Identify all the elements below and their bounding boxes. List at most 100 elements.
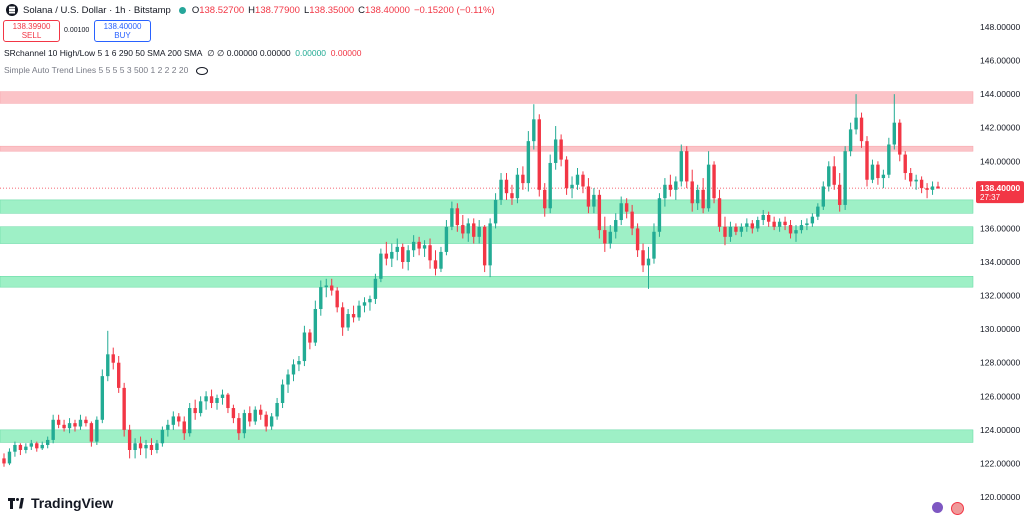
candle-body <box>488 223 492 266</box>
candle-body <box>259 409 263 415</box>
candle-body <box>543 189 547 209</box>
candle-body <box>466 223 470 234</box>
candle-body <box>581 174 585 187</box>
y-tick-label: 130.00000 <box>980 324 1020 334</box>
candle <box>264 411 268 432</box>
candle <box>384 241 389 266</box>
candle <box>138 436 143 456</box>
y-tick-label: 128.00000 <box>980 358 1020 368</box>
candle-body <box>149 444 154 450</box>
candle-body <box>668 184 673 190</box>
candle-body <box>264 414 268 427</box>
candle-body <box>674 181 678 190</box>
market-open-dot-icon <box>178 6 186 14</box>
candle-body <box>761 215 765 221</box>
candle <box>182 416 186 440</box>
candle-body <box>357 305 361 318</box>
candle-body <box>78 419 83 427</box>
candle <box>111 347 115 370</box>
candle <box>674 176 678 200</box>
candle <box>51 414 55 444</box>
price-axis-background <box>975 0 1024 512</box>
candle-body <box>887 144 891 175</box>
candle-body <box>13 444 17 452</box>
buy-label: BUY <box>114 31 131 40</box>
y-tick-label: 124.00000 <box>980 425 1020 435</box>
candle <box>368 295 372 311</box>
eye-hidden-icon[interactable] <box>195 66 208 75</box>
flag-circle-icon[interactable] <box>951 502 964 515</box>
candle <box>876 161 880 185</box>
candle-body <box>313 309 318 343</box>
spread-value: 0.00100 <box>64 27 90 34</box>
candle <box>930 181 935 195</box>
sell-button[interactable]: 138.39900 SELL <box>3 20 60 42</box>
candle-body <box>455 208 460 226</box>
candle-body <box>308 332 312 343</box>
candle <box>280 379 285 409</box>
candle <box>269 413 274 430</box>
candle <box>67 418 72 434</box>
candle <box>29 439 34 450</box>
candle-body <box>521 174 525 184</box>
candle <box>756 216 760 232</box>
candle-body <box>750 223 754 229</box>
candle <box>188 403 192 437</box>
bar-countdown-label: 27:37 <box>980 193 1001 202</box>
candle-body <box>346 314 350 328</box>
candle <box>646 246 651 289</box>
candle-body <box>908 173 913 182</box>
candle-body <box>690 181 694 204</box>
candle-body <box>624 203 629 212</box>
candle <box>821 181 825 210</box>
candle-body <box>564 159 569 189</box>
candle-body <box>892 122 896 145</box>
candle-body <box>526 141 531 184</box>
candle <box>149 438 154 456</box>
candle <box>925 183 929 199</box>
candle-body <box>160 429 165 444</box>
candle <box>177 413 181 427</box>
candle <box>493 193 498 229</box>
candle-body <box>499 179 503 200</box>
candle-body <box>756 220 760 229</box>
candle-body <box>843 151 847 205</box>
buy-button[interactable]: 138.40000 BUY <box>94 20 151 42</box>
y-tick-label: 136.00000 <box>980 223 1020 233</box>
candle <box>439 246 443 273</box>
candle-body <box>777 221 782 227</box>
srchannel-indicator-legend[interactable]: SRchannel 10 High/Low 5 1 6 290 50 SMA 2… <box>4 48 362 59</box>
candle-body <box>193 408 197 414</box>
candle <box>379 248 383 283</box>
candle-body <box>133 443 137 450</box>
candle <box>117 356 121 393</box>
candle-body <box>390 251 394 259</box>
candle <box>78 414 83 430</box>
y-tick-label: 148.00000 <box>980 22 1020 32</box>
candle-body <box>330 285 334 291</box>
candle-body <box>2 458 6 464</box>
candle-body <box>482 226 487 266</box>
candle <box>586 178 591 214</box>
symbol-title[interactable]: Solana / U.S. Dollar · 1h · Bitstamp <box>23 4 171 16</box>
candle <box>537 114 541 197</box>
high-value: 138.77900 <box>255 4 300 16</box>
purple-circle-icon[interactable] <box>932 502 943 513</box>
candle <box>761 209 765 226</box>
candle-body <box>411 241 416 251</box>
candle <box>788 220 793 239</box>
trendlines-indicator-legend[interactable]: Simple Auto Trend Lines 5 5 5 5 3 500 1 … <box>4 65 208 75</box>
candle-body <box>231 408 236 419</box>
candle-body <box>641 250 645 266</box>
candle-body <box>18 444 23 450</box>
candle <box>488 218 492 278</box>
candle <box>62 419 66 432</box>
candle <box>133 438 137 459</box>
candle <box>685 146 689 189</box>
candle <box>936 181 940 189</box>
candle <box>401 243 405 269</box>
candle-body <box>592 194 596 207</box>
candle-body <box>286 374 290 385</box>
candle <box>351 305 356 323</box>
